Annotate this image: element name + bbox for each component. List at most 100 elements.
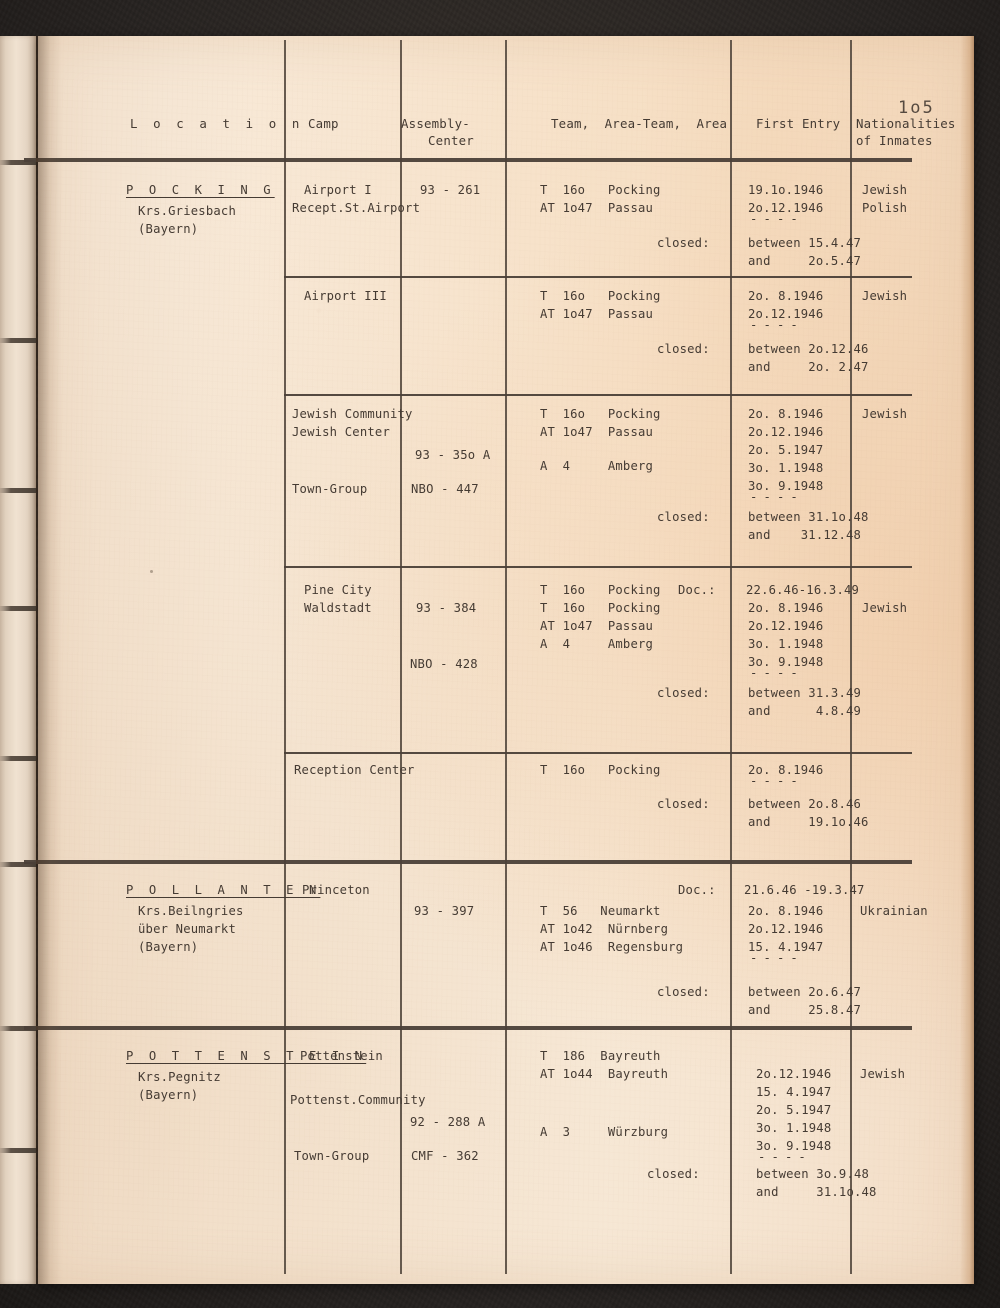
closed-range-line: between 31.1o.48 (748, 510, 869, 524)
header-team-area: Team, Area-Team, Area (551, 116, 728, 131)
location-district-pottenstein: Krs.Pegnitz (138, 1070, 221, 1084)
header-location: L o c a t i o n (130, 116, 304, 131)
team-line: T 16o Pocking (540, 583, 661, 597)
closed-range-line: and 31.1o.48 (756, 1185, 877, 1199)
location-district-pocking: Krs.Griesbach (138, 204, 236, 218)
closed-label: closed: (657, 342, 710, 356)
first-entry-date: 2o. 8.1946 (748, 904, 824, 918)
first-entry-date: 3o. 1.1948 (748, 637, 824, 651)
assembly-center-code: 92 - 288 A (410, 1115, 486, 1129)
location-name-pottenstein: P O T T E N S T E I N (126, 1049, 367, 1063)
header-separator-rule (24, 158, 912, 162)
first-entry-date: 19.1o.1946 (748, 183, 824, 197)
header-assembly-center-line2: Center (428, 133, 474, 148)
register-table: 1o5 L o c a t i o n Camp Assembly- Cente… (24, 36, 974, 1284)
location-state-pottenstein: (Bayern) (138, 1088, 199, 1102)
closed-range-line: and 19.1o.46 (748, 815, 869, 829)
closed-range-line: and 31.12.48 (748, 528, 862, 542)
location-district2-pollanten: über Neumarkt (138, 922, 236, 936)
camp-line: Airport III (304, 289, 387, 303)
assembly-center-code: NBO - 428 (410, 657, 478, 671)
assembly-center-code: 93 - 35o A (415, 448, 491, 462)
header-nationalities-line1: Nationalities (856, 116, 956, 131)
camp-line: Town-Group (292, 482, 368, 496)
header-nationalities-line2: of Inmates (856, 133, 933, 148)
camp-line: Pottenst.Community (290, 1093, 426, 1107)
closed-range-line: and 2o.5.47 (748, 254, 862, 268)
first-entry-date: 2o.12.1946 (748, 425, 824, 439)
doc-date-range: 21.6.46 -19.3.47 (744, 883, 865, 897)
first-entry-date: 15. 4.1947 (756, 1085, 832, 1099)
team-line: T 16o Pocking (540, 183, 661, 197)
date-group-dash: - - - - (758, 1150, 806, 1164)
first-entry-date: 3o. 9.1948 (748, 655, 824, 669)
team-line: AT 1o47 Passau (540, 619, 654, 633)
camp-line: Recept.St.Airport (292, 201, 421, 215)
location-name-pocking: P O C K I N G (126, 183, 275, 197)
doc-label: Doc.: (678, 883, 716, 897)
assembly-center-code: NBO - 447 (411, 482, 479, 496)
closed-label: closed: (657, 236, 710, 250)
team-line: T 186 Bayreuth (540, 1049, 661, 1063)
date-group-dash: - - - - (750, 666, 798, 680)
header-first-entry: First Entry (756, 116, 841, 131)
first-entry-date: 3o. 9.1948 (756, 1139, 832, 1153)
row-separator-3 (284, 566, 912, 568)
nationality-line: Jewish (862, 601, 908, 615)
closed-range-line: between 2o.8.46 (748, 797, 862, 811)
first-entry-date: 2o.12.1946 (748, 307, 824, 321)
nationality-line: Ukrainian (860, 904, 928, 918)
closed-range-line: between 2o.6.47 (748, 985, 862, 999)
section-separator-pocking-pollanten (24, 860, 912, 864)
team-line: T 16o Pocking (540, 601, 661, 615)
first-entry-date: 2o.12.1946 (756, 1067, 832, 1081)
date-group-dash: - - - - (750, 774, 798, 788)
row-separator-4 (284, 752, 912, 754)
camp-line: Pine City (304, 583, 372, 597)
first-entry-date: 2o.12.1946 (748, 201, 824, 215)
location-state-pocking: (Bayern) (138, 222, 199, 236)
nationality-line: Jewish (862, 407, 908, 421)
team-line: A 4 Amberg (540, 459, 654, 473)
closed-range-line: and 4.8.49 (748, 704, 862, 718)
camp-line: Jewish Center (292, 425, 390, 439)
column-rule-location-camp (284, 40, 286, 1274)
book-binding-gutter (0, 36, 36, 1284)
nationality-line: Jewish (860, 1067, 906, 1081)
team-line: AT 1o47 Passau (540, 201, 654, 215)
closed-label: closed: (657, 985, 710, 999)
header-assembly-center-line1: Assembly- (401, 116, 470, 131)
camp-line: Jewish Community (292, 407, 413, 421)
assembly-center-code: 93 - 261 (420, 183, 481, 197)
first-entry-date: 2o.12.1946 (748, 619, 824, 633)
camp-line: Pottenstein (300, 1049, 383, 1063)
doc-date-range: 22.6.46-16.3.49 (746, 583, 860, 597)
team-line: AT 1o47 Passau (540, 307, 654, 321)
team-line: AT 1o42 Nürnberg (540, 922, 669, 936)
column-rule-camp-assembly (400, 40, 402, 1274)
first-entry-date: 2o. 8.1946 (748, 601, 824, 615)
camp-line: Airport I (304, 183, 372, 197)
row-separator-2 (284, 394, 912, 396)
location-name-pollanten: P O L L A N T E N (126, 883, 321, 897)
first-entry-date: 3o. 9.1948 (748, 479, 824, 493)
header-camp: Camp (308, 116, 339, 131)
first-entry-date: 2o. 8.1946 (748, 407, 824, 421)
location-state-pollanten: (Bayern) (138, 940, 199, 954)
closed-range-line: between 15.4.47 (748, 236, 862, 250)
team-line: AT 1o47 Passau (540, 425, 654, 439)
nationality-line: Jewish (862, 183, 908, 197)
date-group-dash: - - - - (750, 318, 798, 332)
closed-range-line: and 2o. 2.47 (748, 360, 869, 374)
nationality-line: Jewish (862, 289, 908, 303)
camp-line: Town-Group (294, 1149, 370, 1163)
camp-line: Waldstadt (304, 601, 372, 615)
team-line: T 16o Pocking (540, 763, 661, 777)
first-entry-date: 2o. 5.1947 (756, 1103, 832, 1117)
closed-range-line: between 31.3.49 (748, 686, 862, 700)
doc-label: Doc.: (678, 583, 716, 597)
first-entry-date: 2o. 8.1946 (748, 289, 824, 303)
closed-range-line: and 25.8.47 (748, 1003, 862, 1017)
closed-label: closed: (657, 797, 710, 811)
